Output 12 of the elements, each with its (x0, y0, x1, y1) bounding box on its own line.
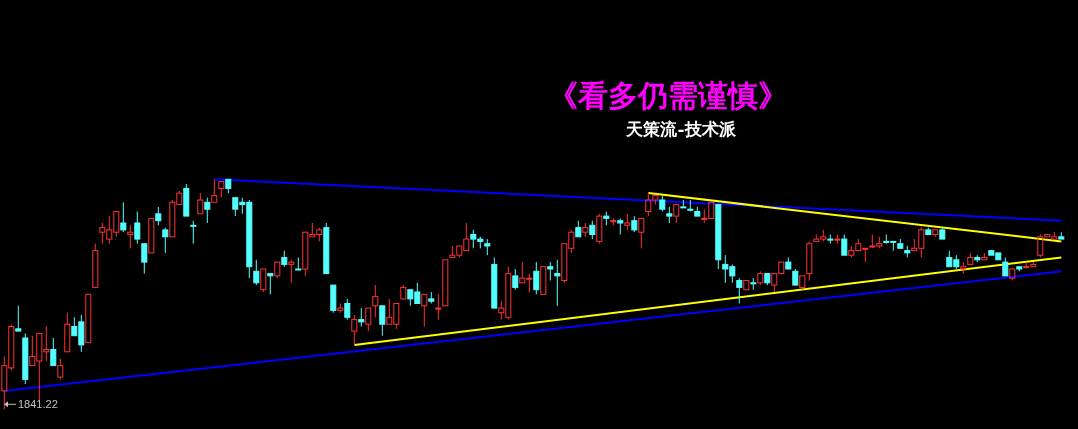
candlestick (757, 270, 764, 286)
candlestick (554, 259, 561, 307)
candlestick (806, 240, 813, 281)
chart-subtitle: 天策流-技术派 (625, 119, 737, 139)
candlestick (253, 259, 260, 286)
candlestick (617, 217, 624, 235)
candlestick (127, 224, 134, 249)
candlestick (372, 284, 379, 318)
candlestick (736, 277, 743, 304)
chart-title: 《看多仍需谨慎》 (548, 78, 788, 113)
annotation: 1841.22 (18, 398, 58, 411)
candlestick (974, 254, 981, 263)
